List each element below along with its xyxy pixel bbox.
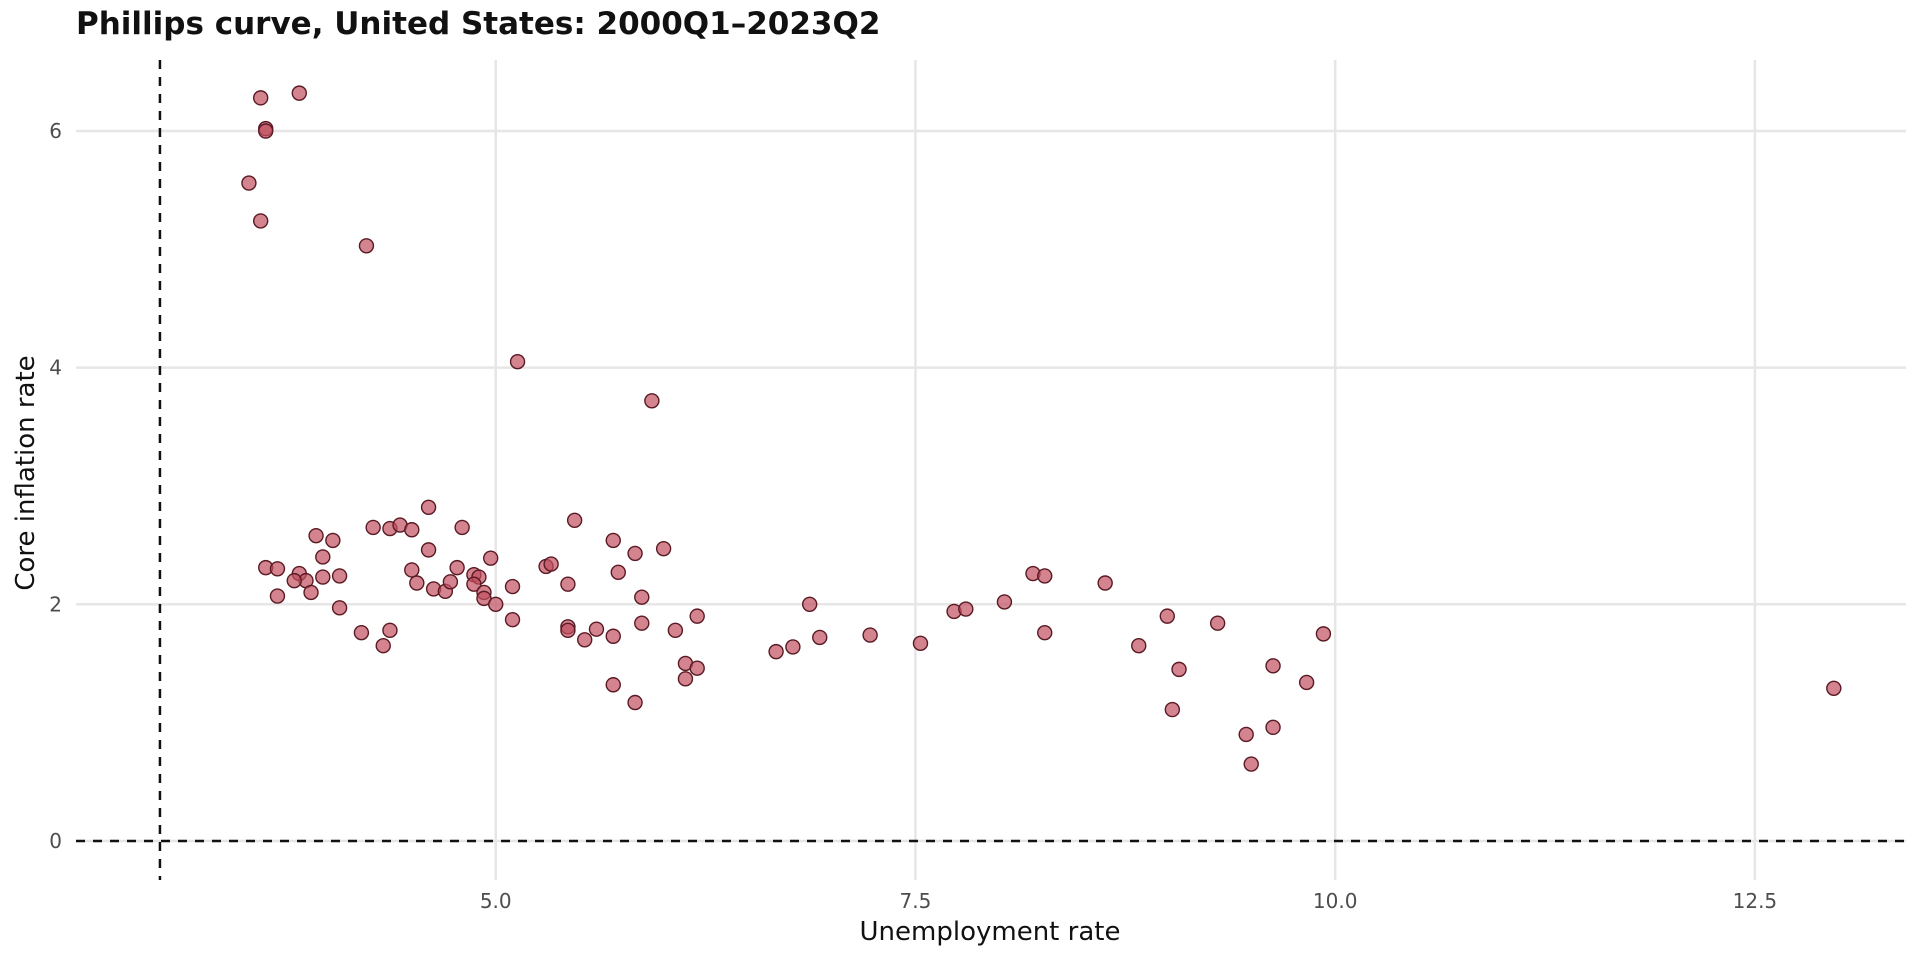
y-axis-title: Core inflation rate (11, 355, 41, 590)
data-point (577, 632, 593, 648)
data-point (1037, 624, 1053, 641)
data-point (566, 512, 583, 528)
data-point (785, 639, 801, 655)
data-point (1209, 615, 1226, 631)
data-point (605, 677, 621, 693)
data-point (382, 622, 398, 639)
data-point (291, 85, 307, 101)
data-point (331, 568, 348, 584)
data-point (912, 635, 929, 652)
data-point (610, 564, 626, 581)
data-point (488, 596, 504, 613)
reference-lines (76, 60, 1906, 880)
data-point (331, 600, 348, 616)
data-point (634, 615, 650, 631)
data-point (689, 660, 705, 676)
data-point (627, 545, 643, 562)
data-point (409, 575, 425, 591)
data-point (258, 123, 274, 139)
y-tick-label: 6 (49, 119, 62, 143)
data-point (315, 549, 331, 565)
data-point (504, 611, 521, 628)
y-tick-label: 2 (49, 592, 62, 616)
data-point (1238, 726, 1254, 743)
data-point (543, 556, 559, 572)
data-point (358, 238, 375, 254)
data-point (1265, 658, 1281, 674)
data-point (420, 499, 437, 515)
x-tick-label: 10.0 (1313, 889, 1358, 913)
data-point (466, 576, 482, 592)
x-tick-label: 7.5 (900, 889, 932, 913)
y-tick-labels: 0 2 4 6 (49, 119, 62, 853)
data-point (241, 175, 257, 191)
data-point (958, 601, 974, 617)
x-axis-title: Unemployment rate (860, 917, 1121, 947)
x-tick-label: 12.5 (1733, 889, 1778, 913)
data-point (303, 584, 319, 601)
data-point (308, 527, 324, 544)
data-point (252, 213, 269, 229)
data-point (1131, 638, 1147, 654)
data-point (768, 643, 784, 660)
data-point (1315, 626, 1332, 642)
data-point (286, 572, 302, 589)
data-point (689, 608, 705, 624)
data-point (812, 629, 828, 646)
data-point (560, 576, 576, 592)
data-point (1826, 680, 1842, 697)
data-point (634, 589, 650, 605)
data-point (252, 90, 269, 106)
data-point (627, 694, 643, 711)
chart-title: Phillips curve, United States: 2000Q1–20… (76, 6, 881, 42)
data-points (241, 85, 1842, 772)
data-point (1265, 719, 1281, 736)
data-point (1159, 608, 1175, 624)
data-point (1097, 575, 1113, 591)
data-point (560, 622, 576, 639)
data-point (801, 596, 818, 613)
data-point (420, 542, 437, 558)
y-tick-label: 4 (49, 356, 62, 380)
data-point (588, 621, 605, 637)
y-tick-label: 0 (49, 829, 62, 853)
data-point (442, 574, 459, 590)
data-point (996, 594, 1013, 610)
data-point (353, 624, 370, 641)
data-point (1298, 674, 1315, 691)
x-tick-labels: 5.0 7.5 10.0 12.5 (480, 889, 1777, 913)
data-point (1037, 568, 1053, 584)
data-point (605, 628, 621, 644)
data-point (1243, 756, 1259, 772)
data-point (315, 569, 331, 585)
data-point (655, 540, 672, 557)
data-point (325, 532, 341, 549)
data-point (509, 354, 526, 370)
data-point (482, 550, 499, 566)
data-point (504, 578, 521, 595)
grid-lines (76, 60, 1906, 880)
data-point (454, 519, 470, 536)
data-point (269, 561, 286, 577)
data-point (644, 393, 660, 409)
x-tick-label: 5.0 (480, 889, 512, 913)
data-point (1171, 661, 1187, 678)
data-point (365, 519, 381, 536)
data-point (449, 559, 465, 576)
data-point (1164, 701, 1181, 718)
data-point (862, 627, 878, 643)
data-point (667, 622, 684, 639)
data-point (375, 638, 391, 654)
data-point (605, 532, 621, 549)
data-point (404, 522, 420, 538)
data-point (269, 588, 286, 604)
data-point (404, 562, 420, 578)
data-point (677, 671, 694, 687)
